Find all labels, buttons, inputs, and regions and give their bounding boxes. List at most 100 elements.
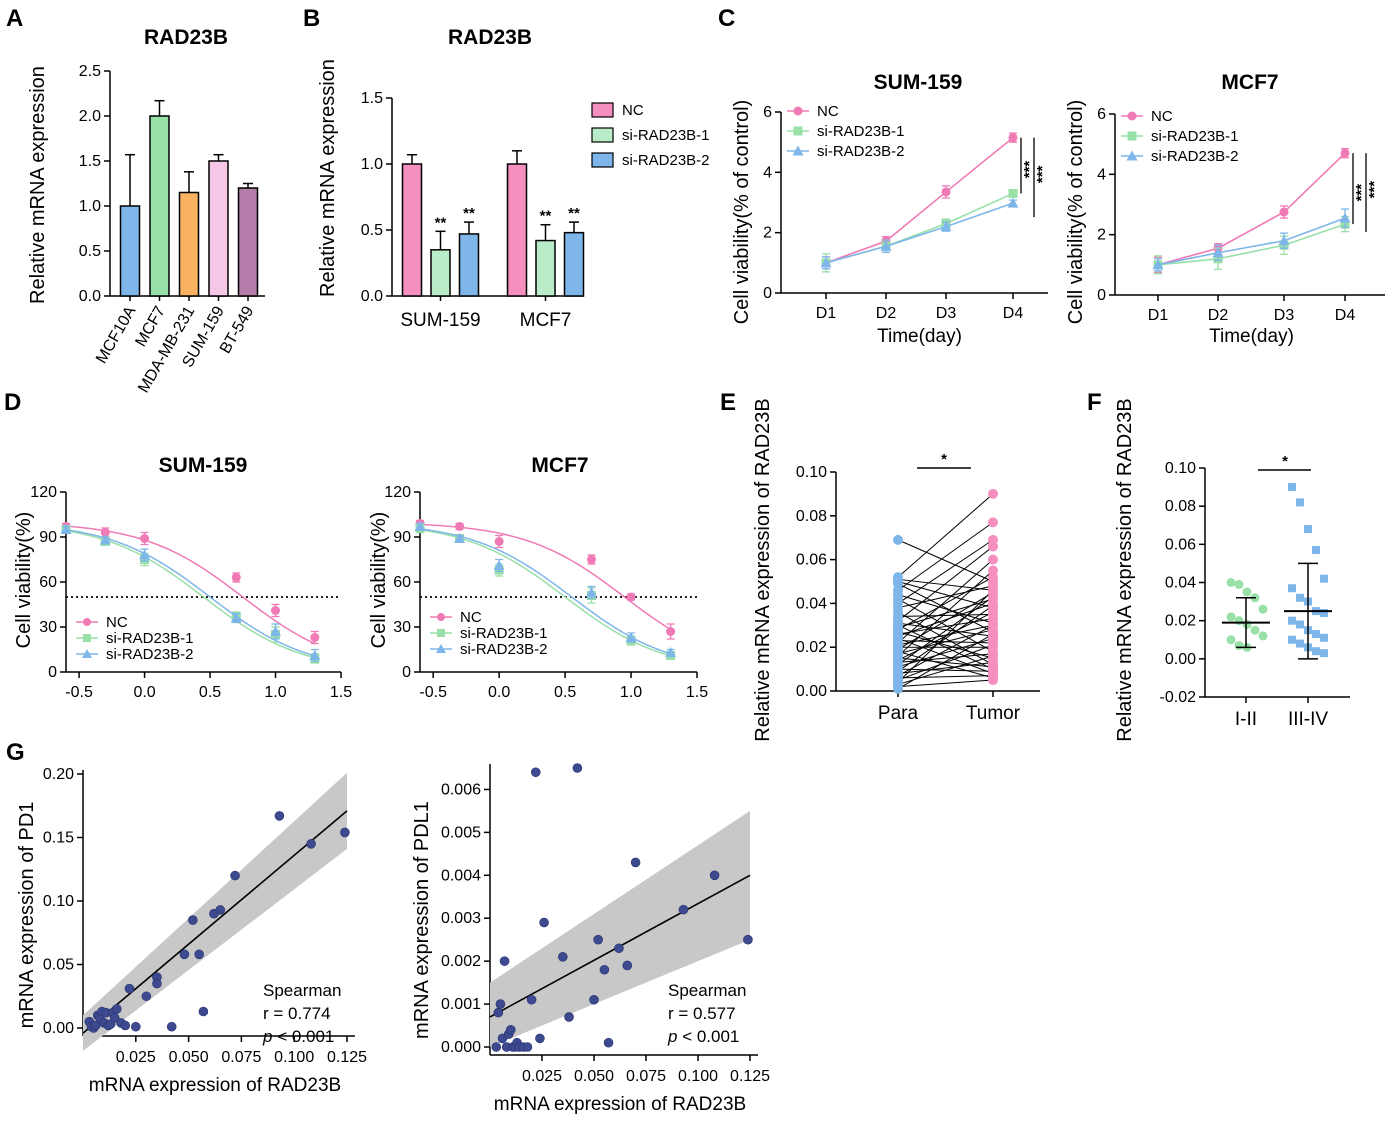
y-tick-label: 0 [48,664,57,681]
data-point [230,870,240,881]
y-tick-label: 0.08 [796,508,827,525]
data-point [109,1013,120,1023]
panel-f: Relative mRNA expression of RAD23B -0.02 0… [1114,398,1350,742]
legend-marker [792,145,804,156]
bar [430,249,451,297]
y-tick-label: 30 [393,619,411,636]
legend-label: NC [622,102,644,119]
x-tick-label: 1.5 [686,684,708,701]
y-tick-label: 120 [30,484,57,501]
data-point [1234,579,1244,589]
data-point [188,915,198,925]
panel-g-pd1-xlabel: mRNA expression of RAD23B [89,1075,341,1096]
significance-mark: ** [540,208,552,225]
panel-letter-A: A [6,5,23,32]
data-point [988,600,998,611]
x-tick-label: 1.0 [264,684,286,701]
y-tick-label: 2 [1097,227,1106,244]
x-tick-label: 0.0 [488,684,510,701]
pair-line [897,589,994,683]
panel-letter-D: D [4,389,21,416]
data-point [140,534,150,543]
data-point [230,612,242,623]
y-tick-label: 1.5 [79,153,101,170]
panel-d-sum159: SUM-159 Cell viability(%) 0 30 60 90 120 -0.5 0.… [13,454,352,701]
data-point [505,1025,516,1035]
data-point [988,650,998,661]
y-tick-label: 0.08 [1165,498,1196,515]
significance-mark: *** [1366,181,1383,199]
x-tick-label: D3 [1274,307,1295,324]
bar [119,205,141,297]
x-tick-label: MCF10A [93,303,139,366]
stat-p-symbol: p [262,1027,272,1046]
data-point [988,541,998,552]
y-tick-label: 0.02 [796,639,827,656]
bar [563,231,585,297]
x-tick-label: 0.050 [574,1068,614,1085]
data-point [1320,633,1328,642]
x-tick-label: III-IV [1288,709,1328,730]
data-point [1340,148,1350,158]
y-tick-label: 120 [384,484,411,501]
bar [178,191,200,297]
legend-marker [82,649,92,658]
panel-letter-F: F [1087,389,1102,416]
panel-c-sum159-xlabel: Time(day) [877,326,962,347]
pair-line [897,570,994,657]
panel-letter-B: B [303,5,320,32]
legend-label: si-RAD23B-2 [622,152,710,169]
data-point [274,811,285,821]
data-point [1312,630,1320,639]
significance-mark: *** [1021,161,1038,179]
legend-marker [1126,150,1138,161]
data-point [340,827,350,838]
data-point [630,857,641,868]
data-point [988,585,998,596]
y-tick-label: 0.06 [796,552,827,569]
y-tick-label: 0.00 [1165,651,1196,668]
data-point [1279,207,1289,217]
data-point [586,555,596,564]
panel-b-ylabel: Relative mRNA expression [317,59,339,297]
y-tick-label: 0.5 [79,243,101,260]
stat-p-value: < 0.001 [677,1027,739,1046]
x-tick-label: D1 [1148,307,1169,324]
data-point [493,1007,504,1018]
x-tick-label: 0.075 [626,1068,666,1085]
stat-method: Spearman [263,981,341,1000]
legend-marker [437,613,445,621]
data-point [309,650,321,660]
data-point [179,949,190,960]
stat-method: Spearman [668,981,746,1000]
panel-letter-G: G [6,739,25,766]
x-tick-label: 0.075 [221,1049,261,1066]
legend-label: si-RAD23B-1 [1151,128,1239,145]
legend-label: si-RAD23B-1 [106,630,194,647]
pair-line [897,653,994,664]
bar [458,233,480,297]
y-tick-label: 90 [39,529,57,546]
y-tick-label: -0.02 [1160,689,1197,706]
y-tick-label: 0.04 [796,595,827,612]
data-point [1288,635,1296,644]
data-point [1339,212,1351,223]
panel-d-sum159-title: SUM-159 [159,454,248,477]
data-point [1007,197,1019,208]
y-tick-label: 30 [39,619,57,636]
data-point [131,1021,141,1032]
y-tick-label: 6 [1097,106,1106,123]
data-point [1008,188,1018,198]
panel-f-ylabel: Relative mRNA expression of RAD23B [1114,398,1136,741]
pair-line [897,546,994,622]
data-point [988,488,998,499]
data-point [941,187,951,197]
data-point [1278,235,1290,246]
data-point [152,978,162,989]
legend-label: NC [817,103,839,120]
y-tick-label: 0.10 [1165,460,1196,477]
bar [506,163,528,297]
data-point [455,522,465,531]
data-point [1226,578,1236,587]
